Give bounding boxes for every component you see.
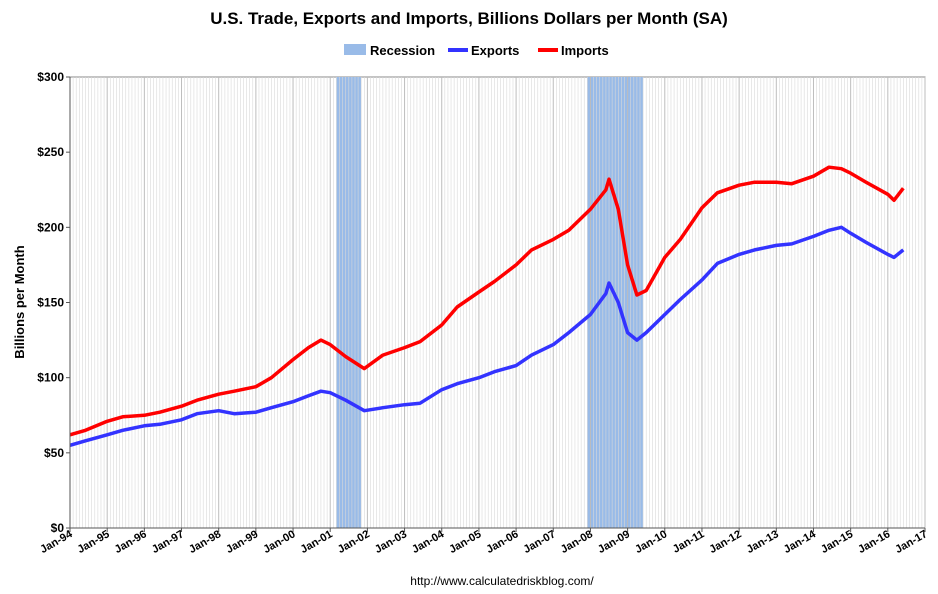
x-tick-label: Jan-10 xyxy=(633,528,669,556)
x-tick-label: Jan-07 xyxy=(522,528,558,556)
x-tick-label: Jan-96 xyxy=(113,528,149,556)
y-tick-label: $0 xyxy=(51,521,65,535)
x-tick-label: Jan-98 xyxy=(187,528,223,556)
legend-label-recession: Recession xyxy=(370,43,435,58)
legend-swatch-recession xyxy=(344,44,366,55)
y-tick-label: $150 xyxy=(37,296,64,310)
x-tick-label: Jan-00 xyxy=(261,528,297,556)
legend: Recession Exports Imports xyxy=(344,43,609,58)
x-tick-label: Jan-14 xyxy=(782,528,819,556)
y-tick-label: $50 xyxy=(44,446,64,460)
x-tick-label: Jan-03 xyxy=(373,528,409,556)
x-tick-label: Jan-05 xyxy=(447,528,483,556)
x-tick-label: Jan-97 xyxy=(150,528,186,556)
x-tick-label: Jan-99 xyxy=(224,528,260,556)
legend-label-imports: Imports xyxy=(561,43,609,58)
y-tick-label: $200 xyxy=(37,220,64,234)
x-tick-label: Jan-08 xyxy=(559,528,595,556)
y-axis-label: Billions per Month xyxy=(12,245,27,358)
x-tick-label: Jan-06 xyxy=(484,528,520,556)
chart-title: U.S. Trade, Exports and Imports, Billion… xyxy=(210,9,728,28)
x-tick-label: Jan-15 xyxy=(819,528,855,556)
y-tick-label: $300 xyxy=(37,70,64,84)
x-tick-label: Jan-13 xyxy=(745,528,781,556)
y-tick-label: $250 xyxy=(37,145,64,159)
series-line-imports xyxy=(69,165,905,437)
x-tick-label: Jan-17 xyxy=(893,528,929,556)
series-line-exports xyxy=(69,225,905,447)
x-tick-label: Jan-11 xyxy=(671,528,707,556)
source-url: http://www.calculatedriskblog.com/ xyxy=(410,574,594,588)
series-layer xyxy=(69,165,905,447)
x-tick-label: Jan-09 xyxy=(596,528,632,556)
x-tick-label: Jan-16 xyxy=(856,528,892,556)
legend-label-exports: Exports xyxy=(471,43,519,58)
x-tick-label: Jan-04 xyxy=(410,528,447,556)
x-tick-label: Jan-95 xyxy=(75,528,111,556)
y-tick-label: $100 xyxy=(37,371,64,385)
x-tick-label: Jan-12 xyxy=(707,528,743,556)
x-tick-label: Jan-02 xyxy=(336,528,372,556)
x-tick-label: Jan-01 xyxy=(299,528,335,556)
